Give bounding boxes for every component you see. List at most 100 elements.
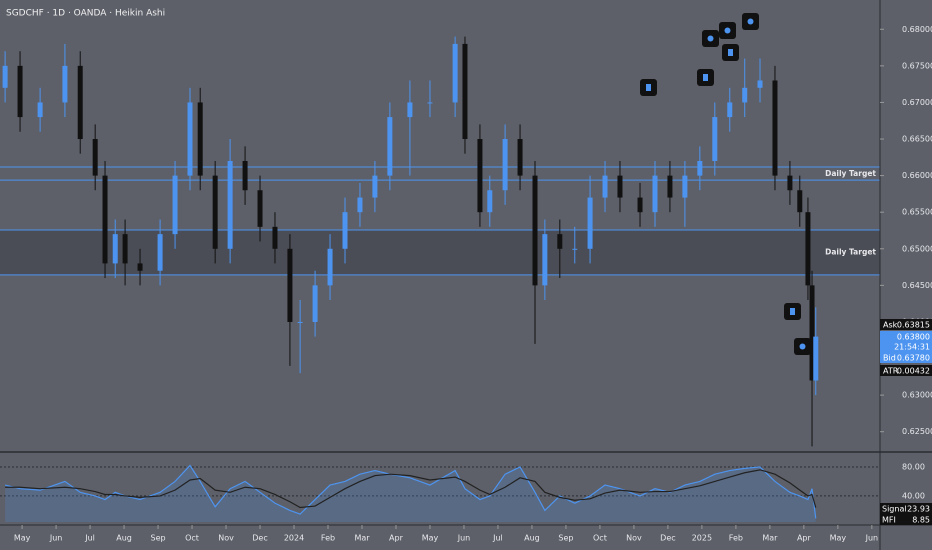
- candle-body: [77, 65, 83, 140]
- y-tick-label: 0.63000: [902, 391, 932, 400]
- marker-dot: [703, 74, 708, 81]
- tag-box: [880, 365, 932, 376]
- candle-body: [637, 197, 643, 213]
- tag-value: 0.63800: [897, 333, 930, 342]
- y-tick-label: 0.64500: [902, 281, 932, 290]
- y-tick-label: 0.67500: [902, 61, 932, 70]
- x-tick-label: May: [422, 534, 439, 543]
- x-tick-label: 2024: [284, 534, 304, 543]
- candle-body: [452, 43, 458, 103]
- candle-body: [137, 263, 143, 271]
- price-tag: Bid 0.63780: [880, 352, 932, 363]
- x-tick-label: 2025: [692, 534, 712, 543]
- candle-body: [112, 234, 118, 264]
- candle-body: [557, 234, 563, 249]
- x-tick-label: Apr: [797, 534, 812, 543]
- y-tick-label: 0.65500: [902, 208, 932, 217]
- tag-value: 8.85: [912, 516, 930, 525]
- marker-dot: [724, 27, 731, 34]
- candle-body: [462, 43, 468, 140]
- x-tick-label: Jun: [865, 534, 879, 543]
- tag-value: 23.93: [907, 505, 930, 514]
- marker-dot: [728, 49, 733, 56]
- level-label: Daily Target: [825, 169, 876, 178]
- candle-body: [727, 102, 733, 118]
- candle-body: [602, 175, 608, 198]
- tag-name: Ask: [883, 321, 898, 330]
- candle-body: [682, 175, 688, 198]
- tag-box: [880, 331, 932, 342]
- candle-body: [652, 175, 658, 213]
- candle-body: [187, 102, 193, 176]
- x-tick-label: Mar: [354, 534, 370, 543]
- candle-body: [712, 117, 718, 161]
- chart-title: SGDCHF · 1D · OANDA · Heikin Ashi: [6, 9, 165, 19]
- tag-box: [880, 503, 932, 514]
- candle-body: [387, 117, 393, 176]
- osc-area: [5, 465, 816, 522]
- tag-value: 0.00432: [897, 367, 930, 376]
- x-tick-label: Apr: [389, 534, 404, 543]
- candle-body: [172, 175, 178, 235]
- y-tick-label: 0.68000: [902, 25, 932, 34]
- candle-body: [805, 212, 811, 286]
- signal-markers: [640, 13, 811, 355]
- candle-body: [92, 139, 98, 176]
- tag-name: Signal: [882, 505, 907, 514]
- candle-body: [102, 175, 108, 264]
- x-tick-label: Jun: [457, 534, 471, 543]
- x-tick-label: May: [830, 534, 847, 543]
- x-tick-label: Oct: [593, 534, 607, 543]
- y-tick-label: 0.66500: [902, 135, 932, 144]
- x-tick-label: Jul: [492, 534, 503, 543]
- tag-name: MFI: [882, 516, 896, 525]
- candle-body: [327, 248, 333, 286]
- candle-body: [407, 102, 413, 118]
- candle-body: [197, 102, 203, 176]
- marker-dot: [790, 308, 795, 315]
- candle-body: [742, 87, 748, 103]
- x-tick-label: Sep: [558, 534, 573, 543]
- tag-value: 21:54:31: [894, 343, 930, 352]
- x-tick-label: Jul: [84, 534, 95, 543]
- target-zone: [0, 229, 880, 275]
- x-tick-label: Nov: [626, 534, 642, 543]
- candle-body: [487, 190, 493, 213]
- x-tick-label: Dec: [660, 534, 675, 543]
- tag-box: [880, 341, 932, 352]
- osc-tag: Signal 23.93: [880, 503, 932, 514]
- marker-dot: [707, 35, 714, 42]
- tag-box: [880, 352, 932, 363]
- x-tick-label: Sep: [151, 534, 166, 543]
- x-tick-label: Nov: [218, 534, 234, 543]
- tag-value: 0.63780: [897, 354, 930, 363]
- candle-body: [572, 248, 578, 250]
- candle-body: [697, 160, 703, 176]
- candle-body: [257, 190, 263, 227]
- candle-body: [372, 175, 378, 198]
- candle-body: [62, 65, 68, 103]
- candle-body: [809, 285, 815, 381]
- y-tick-label: 0.67000: [902, 98, 932, 107]
- x-tick-label: Aug: [524, 534, 540, 543]
- candle-body: [287, 248, 293, 322]
- candle-body: [532, 175, 538, 286]
- candle-body: [667, 175, 673, 198]
- candle-body: [797, 190, 803, 213]
- y-tick-label: 0.65000: [902, 244, 932, 253]
- candle-body: [212, 175, 218, 249]
- x-tick-label: Feb: [321, 534, 335, 543]
- y2-tick-label: 40.00: [902, 491, 925, 500]
- price-tag: 21:54:31: [880, 341, 932, 352]
- x-tick-label: Dec: [252, 534, 267, 543]
- tag-box: [880, 319, 932, 330]
- candle-body: [517, 139, 523, 176]
- candle-body: [2, 65, 8, 88]
- candle-body: [227, 160, 233, 249]
- price-tag: Ask 0.63815: [880, 319, 932, 330]
- x-tick-label: Aug: [116, 534, 132, 543]
- x-tick-label: Feb: [729, 534, 743, 543]
- tag-box: [880, 514, 932, 525]
